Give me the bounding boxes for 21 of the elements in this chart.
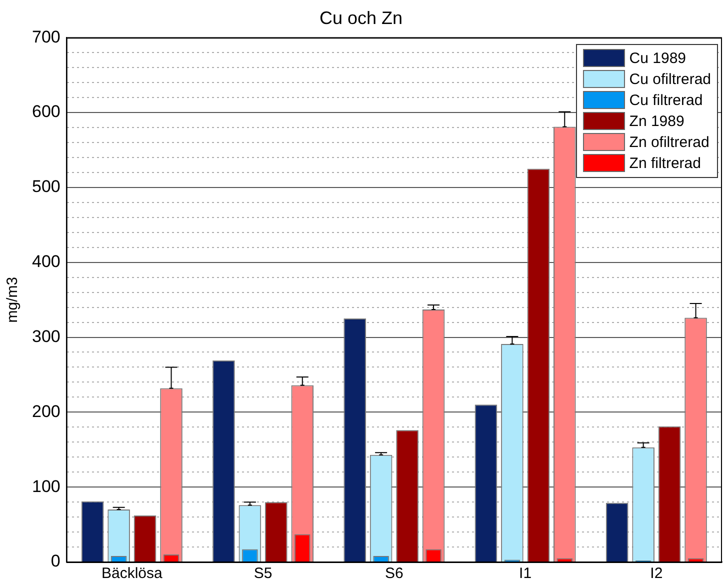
legend-label: Cu ofiltrerad bbox=[629, 70, 711, 88]
y-tick-label: 600 bbox=[32, 102, 60, 122]
x-tick-label: I2 bbox=[650, 565, 663, 582]
y-tick-label: 100 bbox=[32, 476, 60, 496]
chart-title: Cu och Zn bbox=[319, 8, 403, 28]
y-tick-label: 0 bbox=[50, 552, 60, 571]
x-tick-label: Bäcklösa bbox=[101, 565, 164, 582]
x-tick-label: I1 bbox=[519, 565, 532, 582]
legend-label: Zn 1989 bbox=[629, 112, 684, 130]
legend-label: Cu filtrerad bbox=[629, 92, 703, 109]
x-tick-label: S5 bbox=[254, 565, 272, 582]
y-tick-label: 300 bbox=[32, 326, 60, 346]
y-tick-label: 700 bbox=[32, 27, 60, 46]
y-tick-label: 500 bbox=[32, 177, 60, 196]
legend-label: Zn filtrerad bbox=[629, 154, 701, 172]
x-tick-label: S6 bbox=[385, 565, 404, 582]
y-axis-title: mg/m3 bbox=[4, 276, 22, 323]
legend-label: Zn ofiltrerad bbox=[629, 134, 710, 151]
y-tick-label: 400 bbox=[32, 252, 60, 272]
legend-label: Cu 1989 bbox=[629, 50, 686, 67]
y-tick-label: 200 bbox=[32, 402, 60, 421]
